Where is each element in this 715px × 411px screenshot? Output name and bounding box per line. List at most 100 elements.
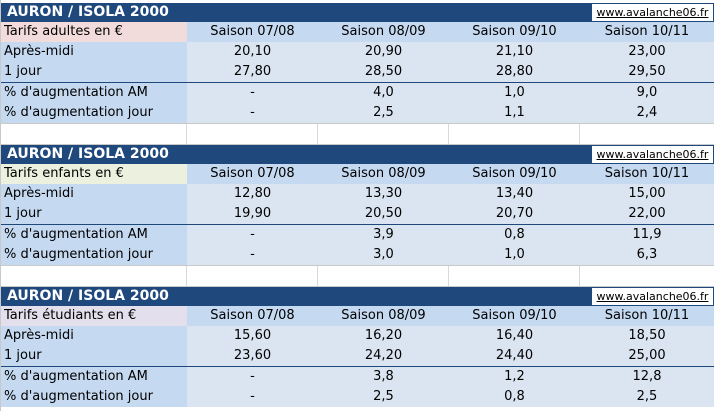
table-row: 1 jour 19,90 20,50 20,70 22,00: [1, 204, 714, 224]
cell: 1,1: [504, 105, 525, 120]
table-row: Après-midi 15,60 16,20 16,40 18,50: [1, 326, 714, 346]
cell: -: [250, 85, 255, 100]
column-header-row: Tarifs enfants en € Saison 07/08 Saison …: [1, 164, 714, 184]
row-label: % d'augmentation AM: [1, 367, 187, 387]
table-row: % d'augmentation jour - 2,5 0,8 2,5: [1, 387, 714, 407]
cell: 20,70: [495, 206, 534, 221]
cell: 2,4: [636, 105, 658, 120]
cell: 12,8: [632, 369, 662, 384]
cell: 0,8: [504, 227, 525, 242]
table-row: % d'augmentation AM - 3,8 1,2 12,8: [1, 366, 714, 387]
cell: 27,80: [233, 64, 272, 79]
cell: 3,0: [373, 247, 394, 262]
table-row: 1 jour 27,80 28,50 28,80 29,50: [1, 62, 714, 82]
table-row: Après-midi 20,10 20,90 21,10 23,00: [1, 42, 714, 62]
table-header-bar: AURON / ISOLA 2000 www.avalanche06.fr: [1, 145, 714, 164]
cell: 1,2: [504, 369, 525, 384]
table-body: Après-midi 12,80 13,30 13,40 15,00 1 jou…: [1, 184, 714, 265]
cell: 23,60: [233, 348, 272, 363]
row-label: % d'augmentation AM: [1, 83, 187, 103]
cell: -: [250, 369, 255, 384]
cell: 20,50: [364, 206, 403, 221]
cell: 12,80: [233, 186, 272, 201]
cell: 4,0: [373, 85, 394, 100]
website-link[interactable]: www.avalanche06.fr: [592, 288, 713, 305]
resort-title: AURON / ISOLA 2000: [7, 288, 169, 304]
cell: 2,5: [373, 389, 394, 404]
col-header: Saison 10/11: [604, 166, 690, 181]
col-header: Saison 10/11: [604, 308, 690, 323]
row-label: % d'augmentation AM: [1, 225, 187, 245]
cell: 15,60: [233, 328, 272, 343]
cell: 19,90: [233, 206, 272, 221]
cell: 13,40: [495, 186, 534, 201]
col-header: Saison 07/08: [210, 308, 295, 323]
cell: -: [250, 227, 255, 242]
table-header-bar: AURON / ISOLA 2000 www.avalanche06.fr: [1, 287, 714, 306]
table-header-bar: AURON / ISOLA 2000 www.avalanche06.fr: [1, 3, 714, 22]
table-row: % d'augmentation jour - 3,0 1,0 6,3: [1, 245, 714, 265]
col-header: Saison 09/10: [472, 24, 557, 39]
table-label: Tarifs enfants en €: [1, 164, 187, 184]
column-header-row: Tarifs adultes en € Saison 07/08 Saison …: [1, 22, 714, 42]
spacer-row: [1, 265, 714, 287]
col-header: Saison 08/09: [341, 24, 426, 39]
table-row: % d'augmentation jour - 2,5 1,1 2,4: [1, 103, 714, 123]
row-label: Après-midi: [1, 326, 187, 346]
cell: 28,80: [495, 64, 534, 79]
col-header: Saison 08/09: [341, 308, 426, 323]
cell: 20,10: [233, 44, 272, 59]
row-label: Après-midi: [1, 184, 187, 204]
cell: 3,8: [373, 369, 394, 384]
col-header: Saison 09/10: [472, 166, 557, 181]
website-link[interactable]: www.avalanche06.fr: [592, 4, 713, 21]
table-row: % d'augmentation AM - 3,9 0,8 11,9: [1, 224, 714, 245]
child-price-table: AURON / ISOLA 2000 www.avalanche06.fr Ta…: [1, 145, 714, 287]
col-header: Saison 09/10: [472, 308, 557, 323]
cell: 16,40: [495, 328, 534, 343]
table-body: Après-midi 15,60 16,20 16,40 18,50 1 jou…: [1, 326, 714, 407]
table-label: Tarifs étudiants en €: [1, 306, 187, 326]
cell: 25,00: [628, 348, 666, 363]
table-label: Tarifs adultes en €: [1, 22, 187, 42]
student-price-table: AURON / ISOLA 2000 www.avalanche06.fr Ta…: [1, 287, 714, 407]
row-label: 1 jour: [1, 346, 187, 366]
cell: -: [250, 105, 255, 120]
cell: 2,5: [636, 389, 658, 404]
cell: 18,50: [628, 328, 666, 343]
col-header: Saison 08/09: [341, 166, 426, 181]
table-row: 1 jour 23,60 24,20 24,40 25,00: [1, 346, 714, 366]
cell: 20,90: [364, 44, 403, 59]
cell: 1,0: [504, 247, 525, 262]
spacer-row: [1, 123, 714, 145]
cell: 11,9: [632, 227, 662, 242]
table-row: % d'augmentation AM - 4,0 1,0 9,0: [1, 82, 714, 103]
website-link[interactable]: www.avalanche06.fr: [592, 146, 713, 163]
cell: 9,0: [636, 85, 658, 100]
cell: 0,8: [504, 389, 525, 404]
col-header: Saison 10/11: [604, 24, 690, 39]
cell: 2,5: [373, 105, 394, 120]
adult-price-table: AURON / ISOLA 2000 www.avalanche06.fr Ta…: [1, 3, 714, 145]
col-header: Saison 07/08: [210, 24, 295, 39]
table-row: Après-midi 12,80 13,30 13,40 15,00: [1, 184, 714, 204]
cell: 24,20: [364, 348, 403, 363]
cell: 21,10: [495, 44, 534, 59]
cell: 3,9: [373, 227, 394, 242]
col-header: Saison 07/08: [210, 166, 295, 181]
row-label: % d'augmentation jour: [1, 387, 187, 407]
table-body: Après-midi 20,10 20,90 21,10 23,00 1 jou…: [1, 42, 714, 123]
row-label: % d'augmentation jour: [1, 245, 187, 265]
cell: 29,50: [628, 64, 666, 79]
cell: 22,00: [628, 206, 666, 221]
cell: 28,50: [364, 64, 403, 79]
cell: -: [250, 247, 255, 262]
cell: 16,20: [364, 328, 403, 343]
row-label: 1 jour: [1, 62, 187, 82]
cell: 1,0: [504, 85, 525, 100]
cell: -: [250, 389, 255, 404]
cell: 15,00: [628, 186, 666, 201]
resort-title: AURON / ISOLA 2000: [7, 4, 169, 20]
column-header-row: Tarifs étudiants en € Saison 07/08 Saiso…: [1, 306, 714, 326]
